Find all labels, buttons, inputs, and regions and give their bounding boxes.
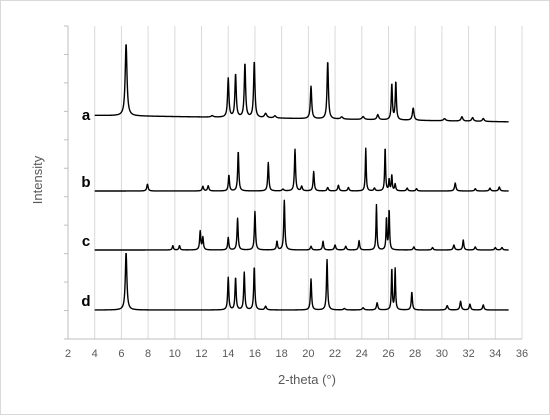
x-tick-label-18: 18 [276, 348, 288, 360]
series-label-c: c [82, 233, 90, 250]
x-tick-label-4: 4 [92, 348, 98, 360]
x-tick-label-32: 32 [462, 348, 474, 360]
x-axis-title: 2-theta (°) [278, 372, 336, 387]
series-line-b [94, 147, 510, 192]
series-group [94, 44, 510, 311]
y-axis-ticks [64, 25, 522, 340]
x-tick-label-14: 14 [222, 348, 234, 360]
x-tick-label-36: 36 [516, 348, 528, 360]
series-line-a [94, 44, 510, 123]
x-tick-label-24: 24 [356, 348, 368, 360]
x-tick-labels: 2 4 6 8 10 12 14 16 18 20 22 24 26 28 30 32 34 36 [65, 348, 528, 360]
y-axis-title: Intensity [30, 155, 45, 204]
x-tick-label-16: 16 [249, 348, 261, 360]
series-label-d: d [81, 293, 90, 310]
x-tick-label-30: 30 [436, 348, 448, 360]
x-tick-label-22: 22 [329, 348, 341, 360]
series-label-b: b [81, 174, 90, 191]
series-line-c [94, 199, 510, 251]
x-tick-label-6: 6 [118, 348, 124, 360]
x-tick-label-34: 34 [489, 348, 501, 360]
series-labels: a b c d [81, 107, 90, 310]
x-tick-label-2: 2 [65, 348, 71, 360]
x-tick-label-12: 12 [195, 348, 207, 360]
x-tick-label-28: 28 [409, 348, 421, 360]
x-tick-label-8: 8 [145, 348, 151, 360]
x-tick-label-10: 10 [169, 348, 181, 360]
series-line-d [94, 252, 510, 311]
series-label-a: a [82, 107, 91, 124]
x-tick-label-20: 20 [302, 348, 314, 360]
x-tick-label-26: 26 [382, 348, 394, 360]
